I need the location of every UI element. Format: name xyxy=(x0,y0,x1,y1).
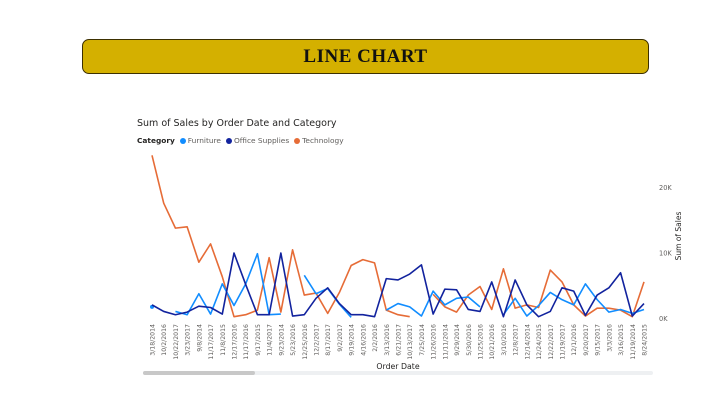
banner-title: LINE CHART xyxy=(303,45,428,67)
x-tick-label: 3/16/2015 xyxy=(618,324,625,356)
x-tick-label: 10/21/2016 xyxy=(489,324,496,360)
series-line-office-supplies xyxy=(151,252,645,318)
x-tick-label: 9/23/2014 xyxy=(278,324,285,356)
legend-title: Category xyxy=(137,136,175,145)
legend-marker-technology xyxy=(294,137,301,144)
x-tick-label: 11/8/2015 xyxy=(220,324,227,356)
y-tick-label: 10K xyxy=(659,249,672,257)
x-tick-label: 11/17/2017 xyxy=(208,324,215,360)
x-tick-label: 4/16/2016 xyxy=(360,324,367,356)
x-tick-label: 11/17/2016 xyxy=(243,324,250,360)
x-tick-label: 11/26/2016 xyxy=(431,324,438,360)
x-tick-label: 12/14/2014 xyxy=(524,324,531,360)
x-tick-label: 9/2/2017 xyxy=(337,324,344,352)
legend-marker-office-supplies xyxy=(225,137,232,144)
x-tick-label: 7/25/2014 xyxy=(419,324,426,356)
series-line-furniture xyxy=(502,283,645,317)
legend-label-technology: Technology xyxy=(302,136,344,145)
legend-item-furniture[interactable]: Furniture xyxy=(179,136,221,145)
y-tick-label: 0K xyxy=(659,315,668,323)
x-tick-label: 3/18/2014 xyxy=(150,324,157,356)
x-axis-title: Order Date xyxy=(376,362,419,371)
x-tick-label: 12/24/2015 xyxy=(536,324,543,360)
x-tick-label: 5/23/2016 xyxy=(290,324,297,356)
x-tick-label: 3/3/2016 xyxy=(606,324,613,352)
series-line-furniture xyxy=(385,290,481,317)
series-line-furniture xyxy=(175,252,281,316)
x-tick-label: 11/4/2017 xyxy=(267,324,274,356)
x-tick-label: 8/17/2017 xyxy=(325,324,332,356)
legend-item-technology[interactable]: Technology xyxy=(294,136,344,145)
x-tick-label: 9/29/2014 xyxy=(454,324,461,356)
legend-label-office-supplies: Office Supplies xyxy=(233,136,290,145)
legend-label-furniture: Furniture xyxy=(187,136,221,145)
x-tick-label: 8/24/2015 xyxy=(642,324,649,356)
x-tick-label: 11/19/2014 xyxy=(630,324,637,360)
x-tick-label: 12/8/2017 xyxy=(513,324,520,356)
x-tick-label: 11/19/2017 xyxy=(560,324,567,360)
x-tick-label: 6/21/2017 xyxy=(396,324,403,356)
x-tick-label: 9/17/2015 xyxy=(255,324,262,356)
legend-item-office-supplies[interactable]: Office Supplies xyxy=(225,136,290,145)
header-banner: LINE CHART xyxy=(82,39,649,74)
x-tick-label: 3/23/2017 xyxy=(185,324,192,356)
x-tick-label: 12/25/2016 xyxy=(302,324,309,360)
x-tick-label: 9/20/2017 xyxy=(583,324,590,356)
horizontal-scrollbar[interactable] xyxy=(143,371,653,375)
y-tick-label: 20K xyxy=(659,184,672,192)
x-tick-label: 2/2/2016 xyxy=(372,324,379,352)
x-tick-label: 12/1/2016 xyxy=(571,324,578,356)
chart-title: Sum of Sales by Order Date and Category xyxy=(137,118,337,129)
x-tick-label: 11/11/2014 xyxy=(442,324,449,360)
series-line-technology xyxy=(432,267,645,318)
x-tick-label: 10/2/2016 xyxy=(161,324,168,356)
x-tick-label: 9/15/2017 xyxy=(595,324,602,356)
x-tick-label: 12/2/2017 xyxy=(314,324,321,356)
chart-legend: Category Furniture Office Supplies Techn… xyxy=(137,136,349,145)
y-axis-title: Sum of Sales xyxy=(674,212,683,261)
x-tick-label: 12/17/2016 xyxy=(232,324,239,360)
x-tick-label: 12/22/2017 xyxy=(548,324,555,360)
x-tick-label: 10/13/2017 xyxy=(407,324,414,360)
scrollbar-thumb[interactable] xyxy=(143,371,255,375)
x-tick-label: 9/19/2014 xyxy=(349,324,356,356)
x-tick-label: 5/30/2016 xyxy=(466,324,473,356)
x-tick-label: 9/8/2014 xyxy=(196,324,203,352)
x-tick-label: 3/10/2016 xyxy=(501,324,508,356)
series-line-technology xyxy=(151,155,410,318)
x-tick-label: 3/13/2016 xyxy=(384,324,391,356)
x-tick-label: 10/22/2017 xyxy=(173,324,180,360)
x-tick-label: 11/25/2016 xyxy=(478,324,485,360)
legend-marker-furniture xyxy=(179,137,186,144)
